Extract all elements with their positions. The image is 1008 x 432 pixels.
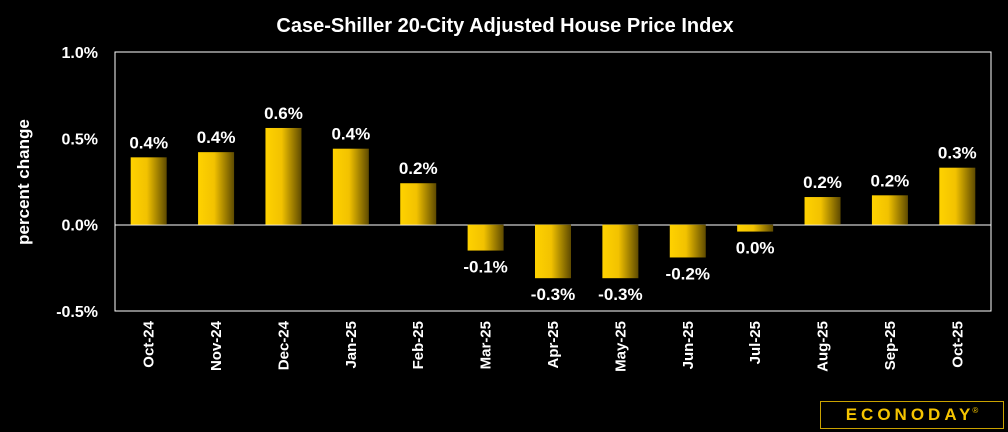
x-tick-label: Jul-25 [747,321,764,364]
bar-jul-25 [737,224,774,232]
y-tick-label: 0.0% [62,218,98,235]
econoday-logo: ECONODAY ® [820,401,1004,429]
x-tick-label: Oct-25 [949,321,966,368]
data-label-jan-25: 0.4% [331,125,370,144]
x-tick-label: May-25 [612,321,629,372]
x-tick-label: Sep-25 [882,321,899,370]
x-tick-label: Mar-25 [478,321,495,369]
x-tick-label: Dec-24 [275,320,292,370]
bar-oct-25 [939,167,976,225]
bars-group [130,127,976,279]
data-label-may-25: -0.3% [598,285,642,304]
data-label-aug-25: 0.2% [803,173,842,192]
data-label-oct-24: 0.4% [129,133,168,152]
data-labels-group: 0.4% 0.4% 0.6% 0.4% 0.2% -0.1% -0.3% -0.3% -0.2%… [129,104,976,304]
registered-mark: ® [972,406,979,415]
x-tick-label: Jan-25 [343,321,360,369]
bar-aug-25 [804,197,841,225]
data-label-apr-25: -0.3% [531,285,575,304]
data-label-sep-25: 0.2% [871,171,910,190]
bar-nov-24 [198,152,235,225]
y-tick-label: 1.0% [62,45,98,62]
bar-oct-24 [130,157,167,225]
y-ticks-group: 1.0% 0.5% 0.0% -0.5% [56,45,98,321]
chart-title: Case-Shiller 20-City Adjusted House Pric… [276,15,733,37]
x-tick-label: Oct-24 [141,320,158,367]
x-tick-label: Aug-25 [815,321,832,372]
bar-may-25 [602,224,639,279]
data-label-nov-24: 0.4% [197,128,236,147]
x-ticks-group: Oct-24 Nov-24 Dec-24 Jan-25 Feb-25 Mar-25 Apr-… [141,320,967,372]
y-axis-label: percent change [14,119,33,245]
data-label-mar-25: -0.1% [463,258,507,277]
x-tick-label: Jun-25 [680,321,697,369]
bar-jan-25 [332,148,369,225]
data-label-oct-25: 0.3% [938,144,977,163]
x-tick-label: Feb-25 [410,321,427,369]
data-label-feb-25: 0.2% [399,159,438,178]
data-label-dec-24: 0.6% [264,104,303,123]
x-tick-label: Nov-24 [208,320,225,371]
x-tick-label: Apr-25 [545,321,562,369]
bar-apr-25 [535,224,571,279]
logo-text: ECONODAY [845,405,975,424]
bar-dec-24 [265,127,302,225]
bar-jun-25 [669,224,706,258]
plot-area [114,51,992,312]
y-tick-label: 0.5% [62,131,98,148]
bar-mar-25 [467,224,504,251]
data-label-jun-25: -0.2% [666,264,710,283]
bar-feb-25 [400,183,437,225]
bar-sep-25 [871,195,908,225]
data-label-jul-25: 0.0% [736,239,775,258]
y-tick-label: -0.5% [56,304,98,321]
